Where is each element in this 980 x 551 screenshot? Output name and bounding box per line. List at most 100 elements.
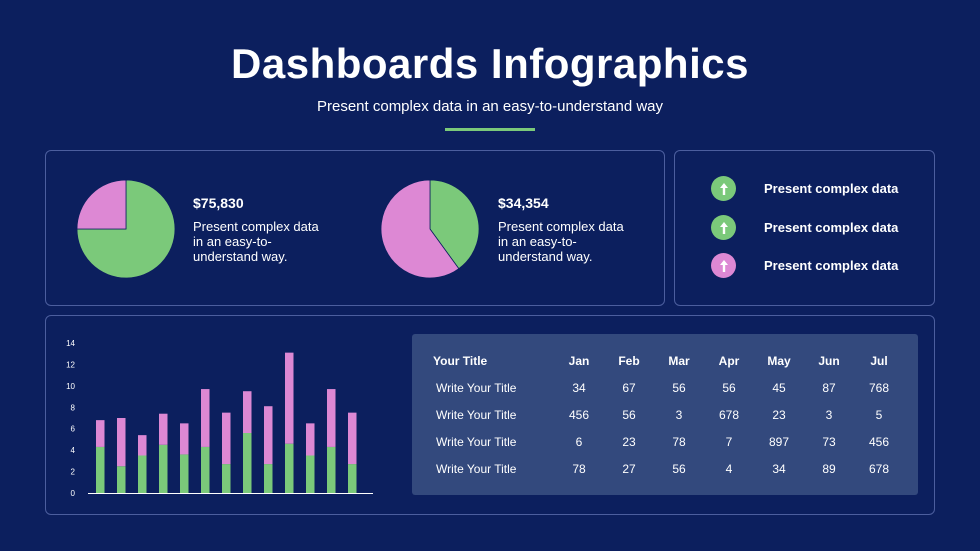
bar-segment-pink [96,420,105,447]
pie-2-description-line: Present complex data [498,219,648,234]
table-cell: 6 [554,435,604,449]
table-cell: 897 [754,435,804,449]
bar-segment-green [96,447,105,493]
table-header-cell: Your Title [433,354,487,368]
table-cell: 7 [704,435,754,449]
bar-segment-green [117,466,126,493]
table-cell: 23 [754,408,804,422]
table-row-label: Write Your Title [436,381,516,395]
table-cell: 56 [604,408,654,422]
pie-slice-pink [77,180,126,229]
pie-chart-2 [380,179,480,279]
bar-segment-green [201,447,210,493]
bullet-label: Present complex data [764,181,898,196]
bar-segment-green [159,445,168,493]
bar-segment-green [285,444,294,493]
table-cell: 78 [654,435,704,449]
table-cell: 45 [754,381,804,395]
bar-segment-green [222,464,231,493]
table-cell: 34 [754,462,804,476]
table-header-cell: Jan [554,354,604,368]
page-title: Dashboards Infographics [0,40,980,88]
bar-segment-pink [243,391,252,433]
bullet-label: Present complex data [764,258,898,273]
y-tick-label: 8 [71,403,76,412]
bullet-marker [711,176,736,201]
table-header-cell: Apr [704,354,754,368]
data-table: Your Title Jan Feb Mar Apr May Jun Jul Write You… [412,334,918,495]
pie-2-description-line: understand way. [498,249,648,264]
bar-segment-green [306,456,315,494]
table-header-cell: Jul [854,354,904,368]
table-header-cell: May [754,354,804,368]
table-cell: 27 [604,462,654,476]
table-cell: 5 [854,408,904,422]
bar-segment-pink [222,413,231,464]
pie-1-description-line: in an easy-to- [193,234,343,249]
y-tick-label: 0 [71,489,76,498]
bar-segment-pink [138,435,147,455]
table-cell: 78 [554,462,604,476]
bar-segment-green [138,456,147,494]
table-row-label: Write Your Title [436,435,516,449]
pie-1-description-line: Present complex data [193,219,343,234]
bar-segment-green [348,464,357,493]
bar-segment-green [264,464,273,493]
y-tick-label: 4 [71,446,76,455]
bar-segment-pink [159,414,168,445]
page-subtitle: Present complex data in an easy-to-under… [0,98,980,115]
bar-segment-pink [201,389,210,447]
bar-segment-green [180,454,189,493]
table-cell: 67 [604,381,654,395]
pie-chart-1 [76,179,176,279]
table-header-cell: Jun [804,354,854,368]
pie-1-value: $75,830 [193,195,244,211]
pie-2-description: Present complex data in an easy-to- unde… [498,219,648,264]
bar-segment-pink [348,413,357,464]
table-cell: 23 [604,435,654,449]
table-cell: 34 [554,381,604,395]
table-cell: 56 [654,381,704,395]
bar-chart: 0 2 4 6 8 10 12 14 [55,333,385,503]
bar-segment-pink [180,423,189,454]
table-cell: 456 [854,435,904,449]
table-cell: 678 [854,462,904,476]
bullet-marker [711,253,736,278]
y-tick-label: 14 [66,339,75,348]
y-tick-label: 10 [66,382,75,391]
table-cell: 3 [804,408,854,422]
bar-segment-pink [306,423,315,455]
table-cell: 87 [804,381,854,395]
table-cell: 4 [704,462,754,476]
table-cell: 3 [654,408,704,422]
table-row-label: Write Your Title [436,462,516,476]
y-tick-label: 12 [66,360,75,369]
table-cell: 678 [704,408,754,422]
bar-segment-pink [285,353,294,444]
table-cell: 456 [554,408,604,422]
arrow-up-icon [718,182,730,196]
bullet-marker [711,215,736,240]
arrow-up-icon [718,259,730,273]
title-underline [445,128,535,131]
bar-segment-pink [327,389,336,447]
table-row-label: Write Your Title [436,408,516,422]
bar-segment-pink [264,406,273,464]
y-tick-label: 2 [71,468,76,477]
table-header-cell: Mar [654,354,704,368]
pie-2-description-line: in an easy-to- [498,234,648,249]
table-cell: 768 [854,381,904,395]
table-header-cell: Feb [604,354,654,368]
pie-1-description: Present complex data in an easy-to- unde… [193,219,343,264]
y-tick-label: 6 [71,425,76,434]
table-cell: 89 [804,462,854,476]
bar-segment-pink [117,418,126,466]
pie-2-value: $34,354 [498,195,549,211]
pie-1-description-line: understand way. [193,249,343,264]
bullet-label: Present complex data [764,220,898,235]
table-cell: 56 [704,381,754,395]
table-cell: 56 [654,462,704,476]
bar-segment-green [243,433,252,493]
arrow-up-icon [718,221,730,235]
bar-segment-green [327,447,336,493]
